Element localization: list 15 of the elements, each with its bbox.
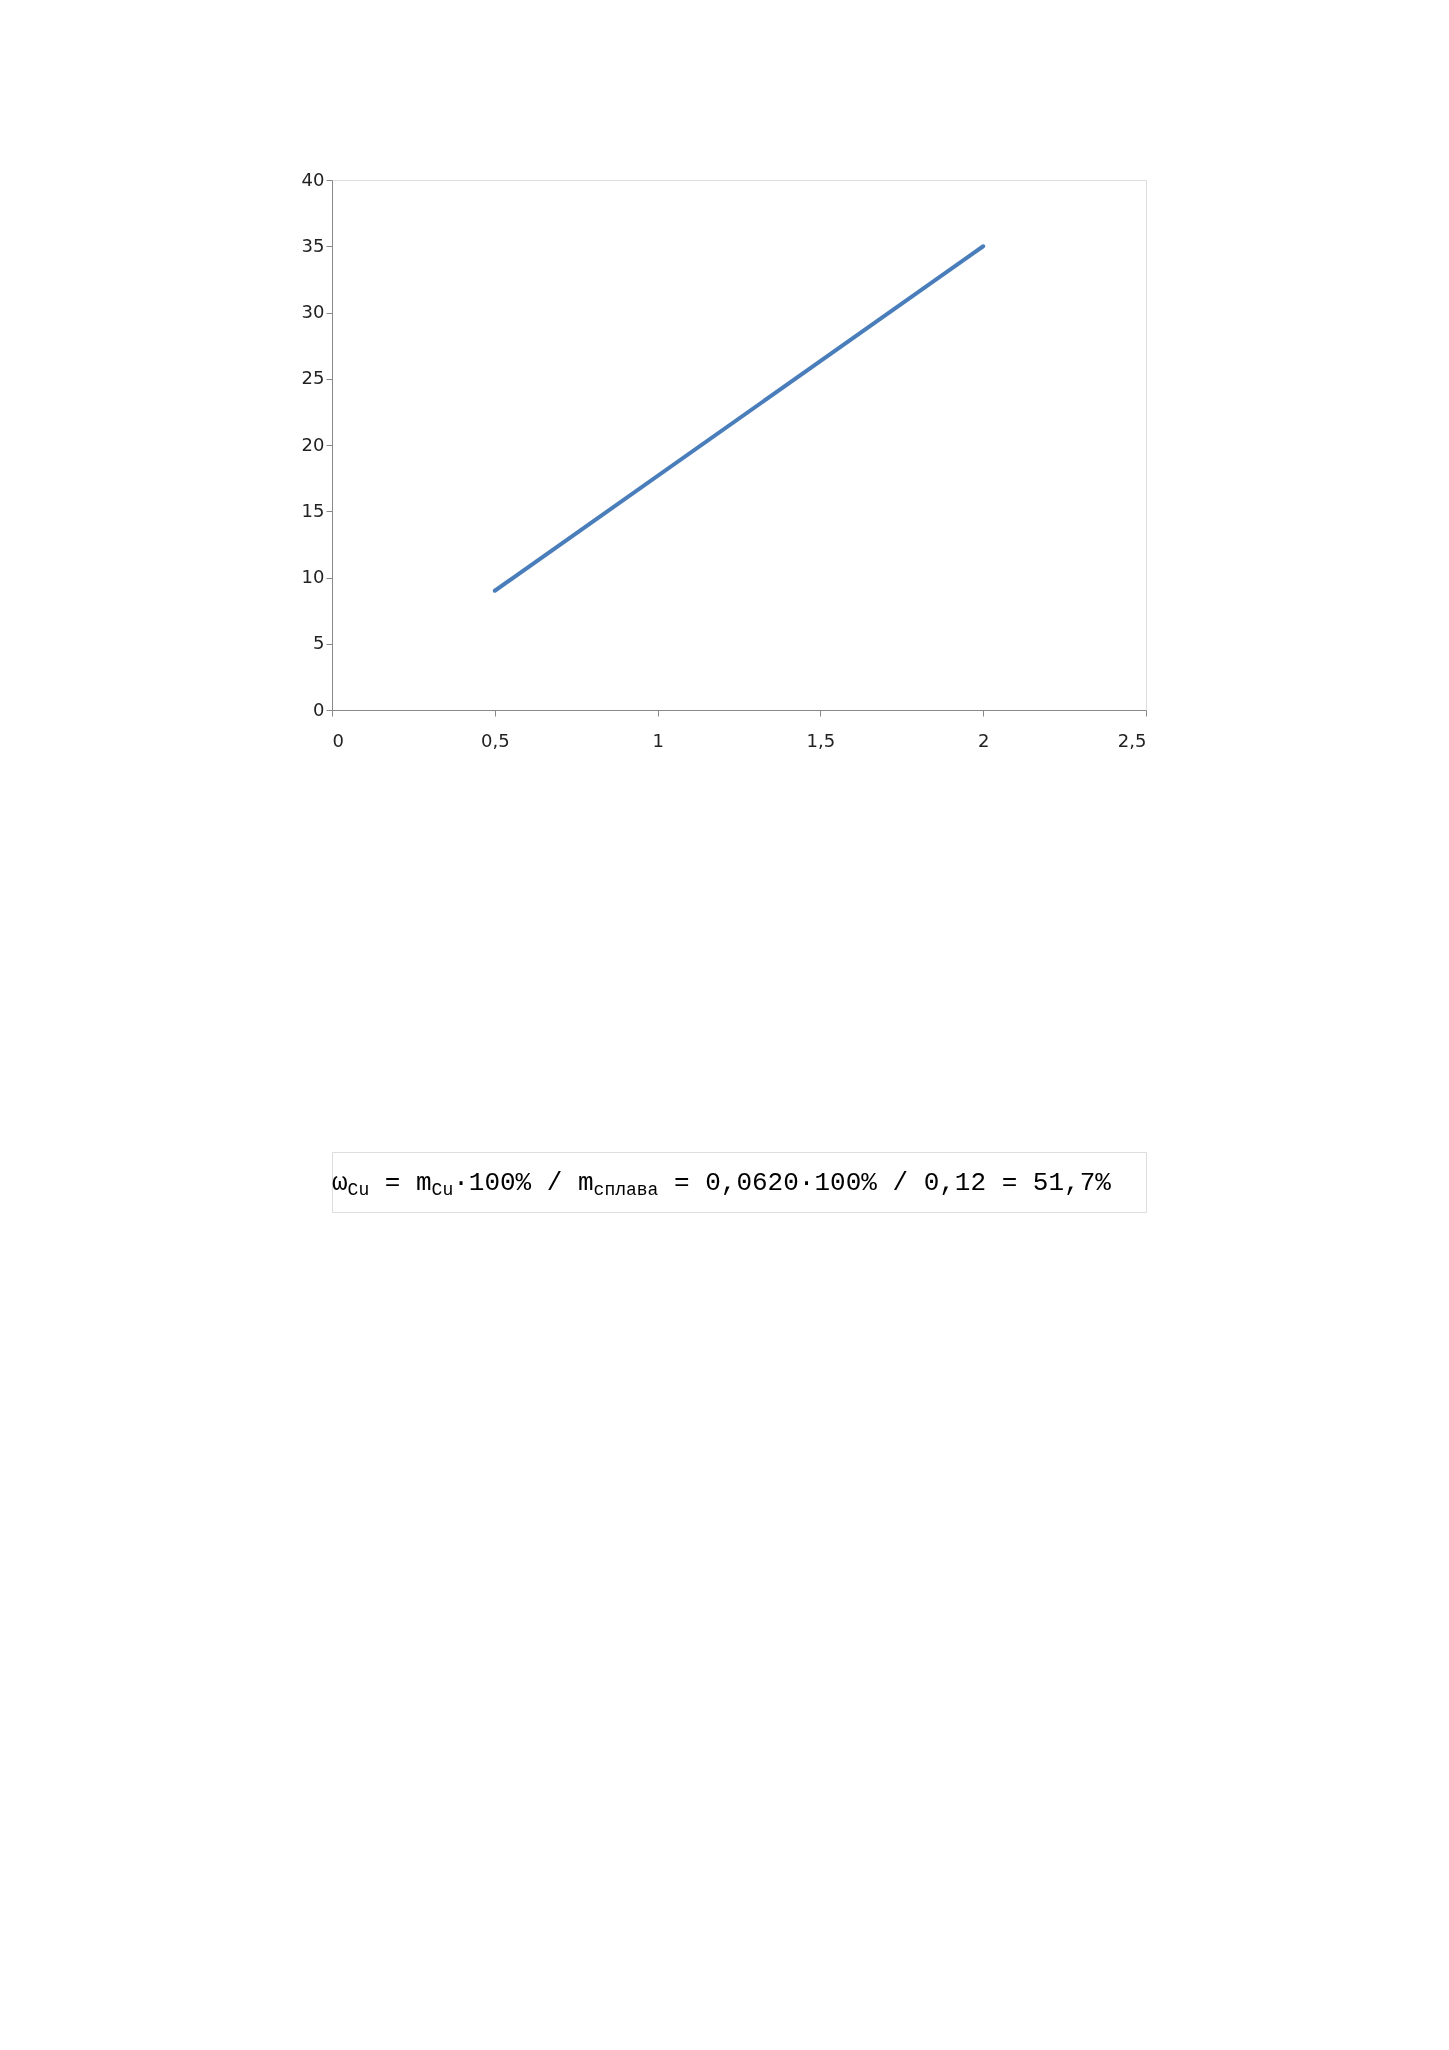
- y-tick-label: 10: [301, 566, 325, 587]
- x-tick-label: 2: [977, 729, 990, 751]
- x-tick-label: 0: [332, 729, 344, 751]
- y-tick-label: 5: [313, 632, 325, 654]
- y-tick-label: 40: [301, 168, 325, 190]
- x-tick-label: 2,5: [1117, 729, 1147, 751]
- x-tick-label: 1,5: [806, 729, 836, 751]
- x-tick-label: 1: [652, 729, 664, 751]
- y-tick-label: 20: [301, 433, 325, 455]
- y-tick-label: 35: [301, 234, 325, 256]
- x-tick-label: 0,5: [480, 729, 510, 751]
- y-tick-label: 0: [313, 698, 325, 720]
- y-tick-label: 25: [301, 367, 325, 389]
- y-tick-label: 15: [301, 499, 325, 521]
- y-tick-label: 30: [301, 301, 325, 322]
